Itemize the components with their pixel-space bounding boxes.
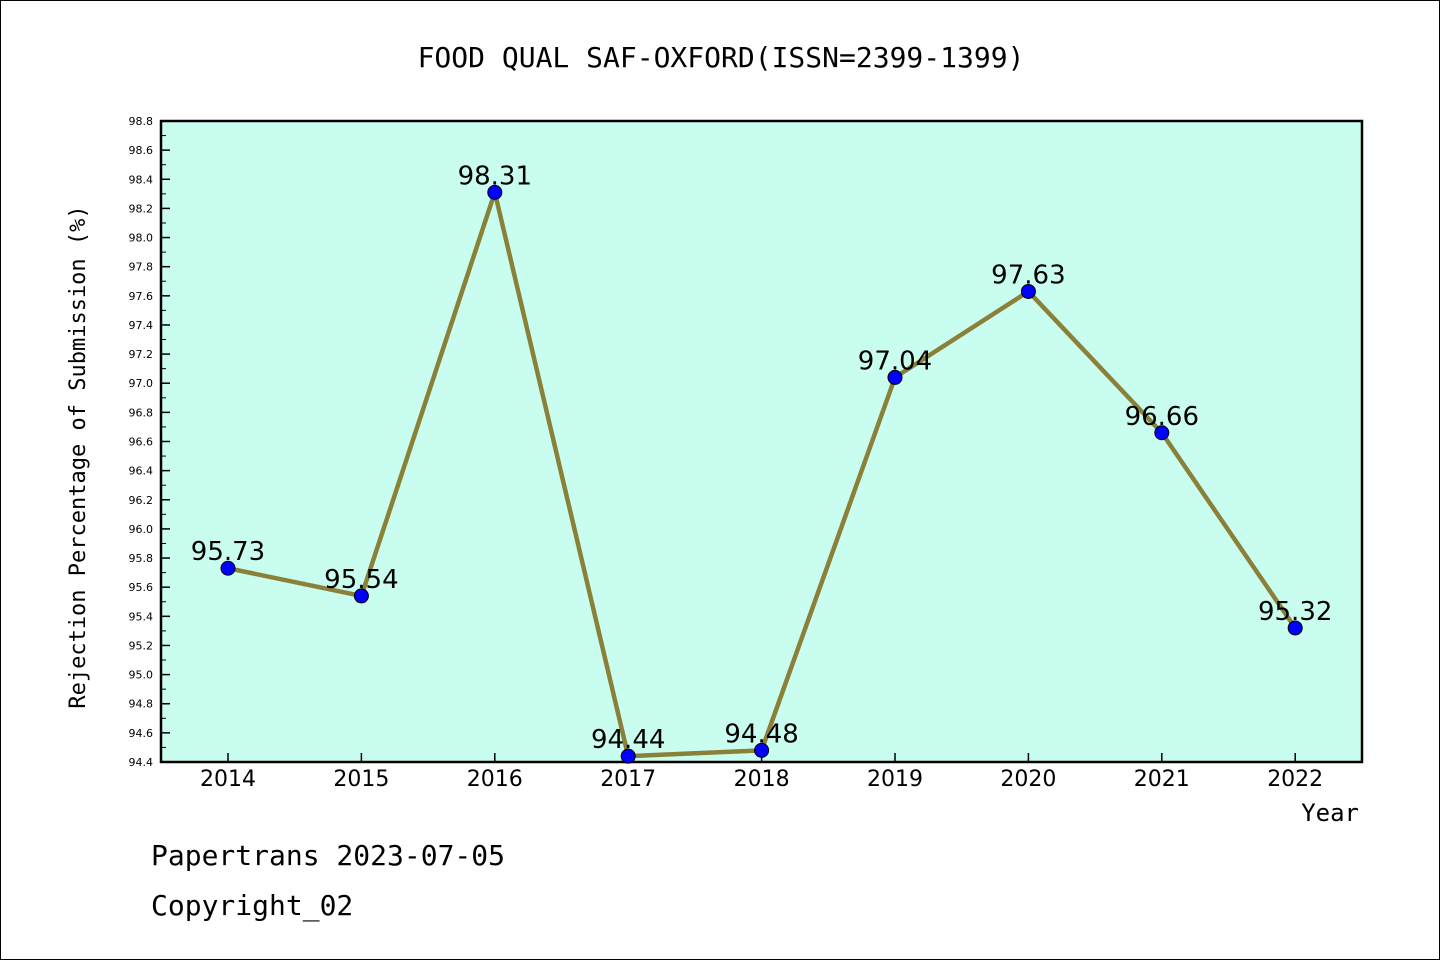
x-tick-label: 2017 — [600, 767, 656, 792]
y-tick-label: 97.6 — [129, 290, 154, 303]
plot-area — [159, 119, 1364, 764]
y-axis-label: Rejection Percentage of Submission (%) — [66, 205, 91, 708]
x-tick-label: 2020 — [1000, 767, 1056, 792]
y-tick-label: 95.0 — [129, 669, 154, 682]
data-label: 97.63 — [991, 260, 1065, 290]
x-tick-label: 2016 — [467, 767, 523, 792]
y-tick-label: 96.8 — [129, 406, 154, 419]
y-tick-label: 96.6 — [129, 436, 154, 449]
series-layer: 95.73 95.54 98.31 94.44 94.48 97.04 97.63 96.66… — [191, 161, 1332, 764]
y-tick-label: 98.0 — [129, 232, 154, 245]
data-label: 94.44 — [591, 725, 665, 755]
y-tick-label: 97.8 — [129, 261, 154, 274]
data-point — [487, 184, 503, 200]
y-tick-label: 98.4 — [129, 173, 154, 186]
y-tick-label: 98.8 — [129, 115, 154, 128]
y-tick-label: 97.4 — [129, 319, 154, 332]
data-point — [353, 588, 369, 604]
data-point — [1154, 425, 1170, 441]
y-tick-label: 95.6 — [129, 581, 154, 594]
data-point — [1020, 283, 1036, 299]
x-tick-label: 2015 — [333, 767, 389, 792]
y-tick-label: 96.0 — [129, 523, 154, 536]
y-tick-label: 96.2 — [129, 494, 154, 507]
footer-copyright: Copyright_02 — [151, 889, 353, 923]
y-tick-label: 97.2 — [129, 348, 154, 361]
data-point — [1287, 620, 1303, 636]
x-tick-label: 2018 — [734, 767, 790, 792]
x-tick-label: 2019 — [867, 767, 923, 792]
y-tick-label: 95.8 — [129, 552, 154, 565]
y-tick-label: 94.8 — [129, 698, 154, 711]
data-label: 98.31 — [458, 161, 532, 191]
data-label: 96.66 — [1125, 402, 1199, 432]
data-label: 95.54 — [324, 565, 398, 595]
data-label: 95.73 — [191, 537, 265, 567]
x-tick-label: 2022 — [1267, 767, 1323, 792]
y-tick-label: 95.2 — [129, 639, 154, 652]
x-tick-label: 2021 — [1134, 767, 1190, 792]
x-axis: 2014 2015 2016 2017 2018 2019 2020 2021 2022 — [200, 753, 1323, 792]
y-tick-label: 94.6 — [129, 727, 154, 740]
y-tick-label: 96.4 — [129, 465, 154, 478]
x-axis-label: Year — [1301, 799, 1359, 827]
y-tick-label: 98.2 — [129, 202, 154, 215]
data-label: 94.48 — [724, 719, 798, 749]
x-tick-label: 2014 — [200, 767, 256, 792]
data-point — [754, 742, 770, 758]
data-point — [620, 748, 636, 764]
y-tick-label: 97.0 — [129, 377, 154, 390]
footer-date: Papertrans 2023-07-05 — [151, 839, 505, 872]
chart-title: FOOD QUAL SAF-OXFORD(ISSN=2399-1399) — [418, 41, 1025, 74]
data-label: 97.04 — [858, 346, 932, 376]
y-tick-label: 95.4 — [129, 610, 154, 623]
y-tick-label: 94.4 — [129, 756, 154, 769]
y-tick-label: 98.6 — [129, 144, 154, 157]
data-label: 95.32 — [1258, 597, 1332, 627]
y-axis: 94.4 94.6 94.8 95.0 95.2 95.4 95.6 95.8 96.0 96.2… — [129, 115, 170, 769]
data-point — [220, 560, 236, 576]
data-point — [887, 369, 903, 385]
